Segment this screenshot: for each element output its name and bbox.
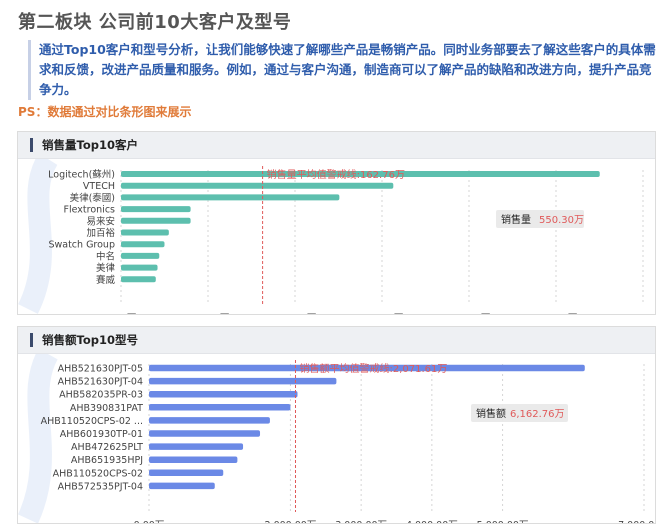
bar: [149, 456, 238, 463]
chart-sales-amount: AHB521630PJT-05 AHB521630PJT-04 AHB582035P…: [18, 348, 655, 523]
chart-title: 销售额Top10型号: [42, 333, 138, 347]
category-label: 賽威: [96, 274, 116, 286]
bar: [149, 482, 215, 490]
bar: [121, 252, 160, 259]
bar: [121, 229, 169, 236]
bar: [121, 276, 156, 283]
chart-card-header: 销售额Top10型号: [18, 327, 655, 354]
category-label: Logitech(蘇州): [48, 169, 115, 181]
bar: [121, 217, 191, 224]
bar: [149, 443, 244, 450]
category-label: 中名: [96, 250, 115, 262]
ps-note: PS：数据通过对比条形图来展示: [18, 105, 192, 119]
x-tick-label: 600.00万: [622, 313, 655, 314]
category-label: 加百裕: [86, 227, 115, 239]
category-label: Flextronics: [64, 205, 116, 216]
bar: [121, 264, 158, 271]
category-label: AHB521630PJT-04: [58, 377, 143, 388]
bar: [149, 364, 585, 372]
bar: [149, 469, 224, 477]
bar: [121, 171, 600, 177]
category-label: AHB390831PAT: [70, 403, 143, 414]
intro-text: 通过Top10客户和型号分析，让我们能够快速了解哪些产品是畅销产品。同时业务部要…: [28, 40, 659, 100]
tooltip-label: 销售量: [501, 213, 531, 226]
header-accent-bar: [30, 138, 33, 152]
background-swirl: [18, 153, 58, 314]
background-swirl: [18, 348, 58, 523]
x-tick-label: 4,000.00万: [406, 520, 458, 523]
bar: [149, 430, 261, 437]
category-label: AHB601930TP-01: [60, 429, 143, 440]
section-title: 第二板块 公司前10大客户及型号: [18, 12, 292, 33]
chart-card-sales-amount: 销售额Top10型号 AHB521630PJT-05 AHB521630PJT-0…: [17, 326, 656, 524]
x-tick-label: 200.00万: [274, 313, 317, 314]
category-label: 美律: [96, 262, 116, 274]
category-label: AHB572535PJT-04: [58, 481, 143, 492]
tooltip-value: 550.30万: [539, 215, 584, 226]
average-line-label: 销售量平均值警戒线:162.76万: [267, 168, 405, 181]
category-label: VTECH: [83, 181, 115, 192]
category-label: AHB472625PLT: [71, 442, 143, 453]
bar: [121, 241, 165, 248]
x-tick-label: 400.00万: [448, 313, 491, 314]
chart-sales-qty: Logitech(蘇州)VTECH美律(泰國)Flextronics易来安加百裕…: [18, 153, 655, 314]
x-tick-label: 5,000.00万: [477, 520, 529, 523]
x-tick-label: 0.00万: [106, 313, 137, 314]
category-label: AHB651935HPJ: [71, 455, 143, 466]
category-label: AHB110520CPS-02 ...: [41, 416, 143, 427]
chart-card-sales-qty: 销售量Top10客户 Logitech(蘇州) VTECH 美律(泰國) Flextr…: [17, 131, 656, 315]
x-tick-label: 300.00万: [361, 313, 404, 314]
bar: [149, 417, 270, 424]
category-label: AHB521630PJT-05: [58, 364, 143, 375]
tooltip-label: 销售额: [476, 407, 506, 420]
tooltip: 销售额 6,162.76万: [471, 404, 568, 422]
bar: [121, 206, 191, 213]
x-tick-label: 2,000.00万: [265, 520, 317, 523]
category-label: AHB110520CPS-02: [53, 468, 143, 479]
header-accent-bar: [30, 333, 33, 347]
tooltip-box: [471, 404, 568, 422]
x-tick-label: 7,000.00万: [618, 520, 655, 523]
category-label: 易来安: [86, 215, 115, 227]
average-line-label: 销售额平均值警戒线:2,071.61万: [299, 362, 447, 375]
bar: [149, 390, 298, 398]
category-label: AHB582035PR-03: [59, 390, 143, 401]
tooltip: 销售量 550.30万: [496, 210, 584, 228]
x-tick-label: 0.00万: [134, 520, 165, 523]
x-tick-label: 100.00万: [187, 313, 230, 314]
tooltip-value: 6,162.76万: [510, 409, 565, 420]
chart-card-header: 销售量Top10客户: [18, 132, 655, 159]
bar: [149, 377, 337, 385]
category-label: Swatch Group: [48, 240, 115, 251]
bar: [121, 194, 340, 201]
x-tick-label: 3,000.00万: [335, 520, 387, 523]
category-label: 美律(泰國): [70, 192, 115, 204]
chart-title: 销售量Top10客户: [42, 138, 138, 152]
tooltip-box: [496, 210, 584, 228]
bar: [149, 404, 291, 411]
x-tick-label: 500.00万: [535, 313, 578, 314]
bar: [121, 182, 394, 189]
